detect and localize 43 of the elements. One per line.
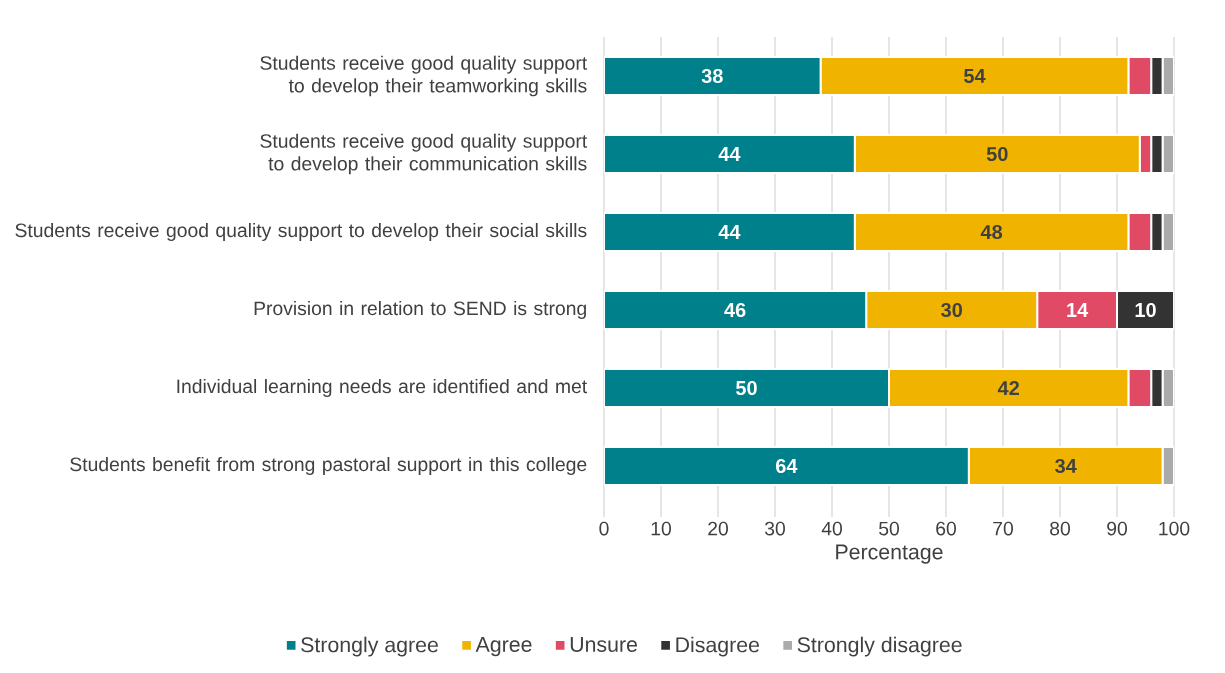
x-tick-label: 20 (708, 521, 728, 536)
data-label: 44 (718, 225, 741, 239)
x-tick-label: 100 (1159, 521, 1190, 536)
x-tick-label: 50 (879, 521, 899, 536)
y-tick-label: Students benefit from strong pastoral support in this college (70, 456, 587, 476)
x-tick-label: 70 (993, 521, 1013, 536)
x-tick-label: 80 (1050, 521, 1070, 536)
bar (604, 134, 856, 174)
legend-label: Strongly disagree (797, 636, 962, 657)
x-tick-label: 90 (1107, 521, 1127, 536)
x-tick-label: 30 (764, 521, 785, 536)
data-label: 50 (735, 380, 757, 396)
legend-label: Disagree (676, 636, 760, 657)
x-tick-label: 60 (936, 521, 956, 536)
bar (604, 368, 890, 408)
y-tick-label: Students receive good quality support to develop their teamworking skills (260, 55, 588, 97)
data-label: 14 (1067, 303, 1089, 317)
x-tick-label: 0 (599, 521, 609, 536)
legend-label: Unsure (570, 637, 637, 652)
legend-label: Strongly agree (301, 636, 438, 657)
data-label: 46 (724, 302, 746, 318)
bar (604, 446, 970, 486)
data-label: 38 (701, 68, 723, 84)
y-tick-label: Students receive good quality support to develop their social skills (15, 222, 587, 242)
y-tick-label: Provision in relation to SEND is strong (254, 300, 586, 320)
data-label: 54 (963, 69, 986, 83)
data-label: 10 (1135, 302, 1156, 318)
bar (604, 212, 856, 252)
bar (604, 56, 822, 96)
data-label: 64 (776, 458, 798, 474)
x-tick-label: 40 (821, 521, 842, 536)
x-axis-title: Percentage (836, 544, 943, 564)
legend-label: Agree (475, 637, 532, 657)
y-tick-label: Individual learning needs are identified and met (177, 378, 588, 398)
data-label: 30 (941, 302, 962, 318)
data-label: 42 (997, 381, 1019, 395)
data-label: 48 (980, 224, 1003, 240)
data-label: 50 (986, 146, 1008, 162)
y-tick-label: Students receive good quality support to develop their communication skills (260, 133, 588, 175)
bar (604, 290, 868, 330)
data-label: 44 (718, 147, 741, 161)
x-tick-label: 10 (651, 521, 671, 536)
data-label: 34 (1055, 458, 1077, 474)
